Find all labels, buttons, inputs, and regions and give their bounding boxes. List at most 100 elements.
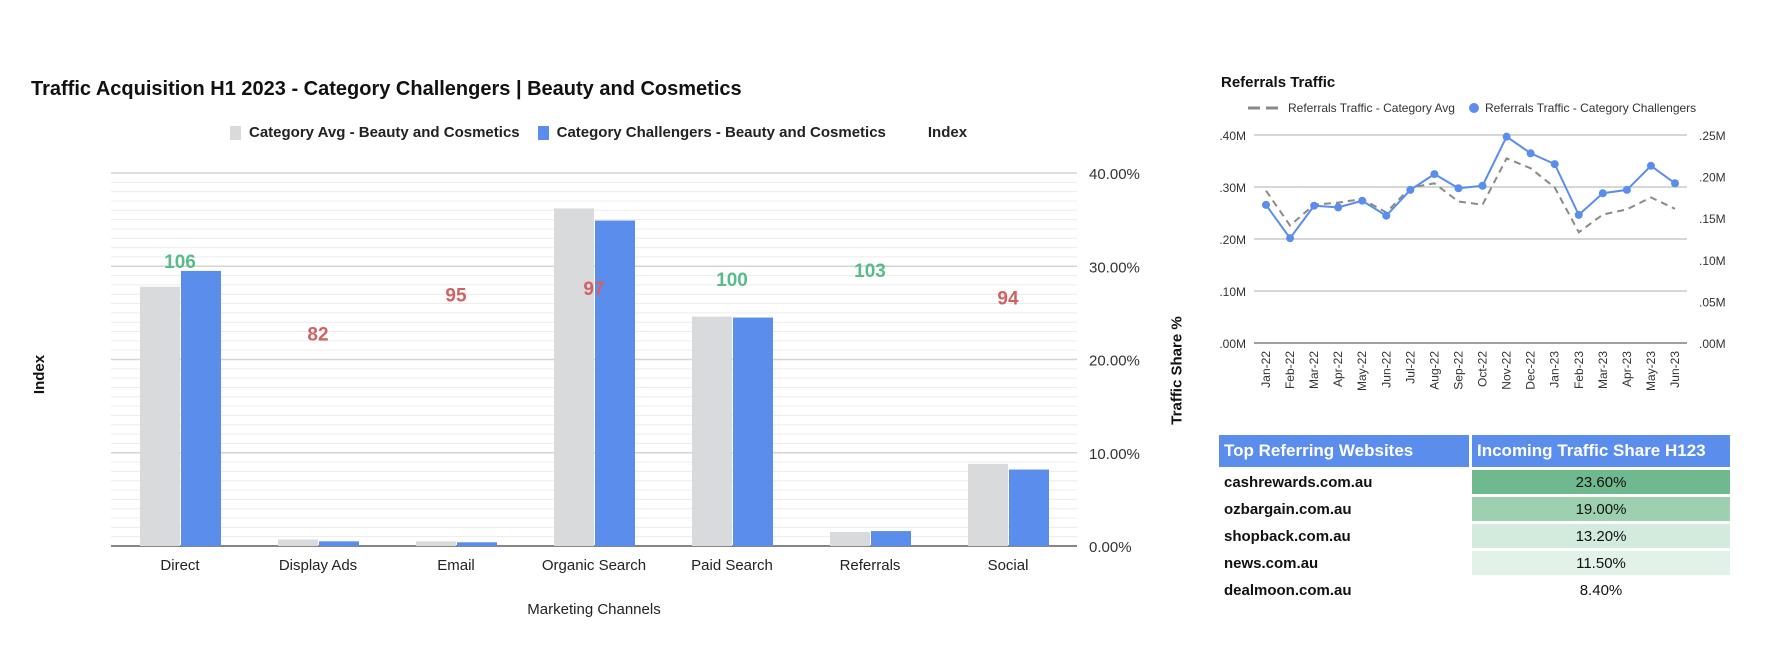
bar-avg	[554, 208, 594, 546]
x-tick-label: Display Ads	[279, 557, 357, 574]
y-tick-label: 20.00%	[1089, 353, 1140, 370]
left-tick-label: .00M	[1219, 337, 1246, 351]
challengers-point	[1430, 170, 1439, 179]
x-tick-label: Aug-22	[1427, 351, 1441, 390]
index-label: 103	[854, 261, 886, 282]
bar-challengers	[181, 270, 221, 546]
bar-avg	[830, 532, 870, 546]
challengers-point	[1478, 181, 1487, 190]
site-name: dealmoon.com.au	[1224, 581, 1352, 599]
challengers-point	[1358, 196, 1367, 205]
right-tick-label: .20M	[1699, 171, 1726, 185]
site-name: ozbargain.com.au	[1224, 500, 1352, 518]
table-row: shopback.com.au 13.20%	[1219, 524, 1730, 548]
legend-label-avg: Category Avg - Beauty and Cosmetics	[249, 124, 520, 141]
right-tick-label: .05M	[1699, 295, 1726, 309]
site-name: news.com.au	[1224, 554, 1319, 572]
table-row: news.com.au 11.50%	[1219, 551, 1730, 575]
challengers-point	[1622, 185, 1631, 194]
x-axis-title: Marketing Channels	[527, 601, 660, 618]
bar-challengers	[319, 541, 359, 546]
legend-dash-icon	[1248, 106, 1282, 110]
challengers-point	[1646, 161, 1655, 170]
table-header-share[interactable]: Incoming Traffic Share H123	[1472, 435, 1730, 467]
bar-challengers	[871, 531, 911, 546]
x-tick-label: Dec-22	[1524, 351, 1538, 390]
bar-chart: 0.00% 10.00% 20.00% 30.00% 40.00% Direct 106 Di…	[111, 166, 1140, 618]
traffic-share: 23.60%	[1472, 470, 1730, 494]
y-tick-label: 40.00%	[1089, 166, 1140, 183]
x-tick-label: Direct	[160, 557, 200, 574]
index-label: 97	[583, 279, 604, 300]
line-legend[interactable]: Referrals Traffic - Category Avg Referra…	[1248, 101, 1696, 115]
x-tick-label: Mar-23	[1596, 351, 1610, 389]
x-tick-label: Jun-22	[1379, 351, 1393, 388]
avg-line	[1265, 157, 1676, 234]
bar-challengers	[457, 542, 497, 546]
x-tick-label: Organic Search	[542, 557, 646, 574]
x-tick-label: Mar-22	[1307, 351, 1321, 389]
index-label: 106	[164, 252, 196, 273]
challengers-point	[1598, 189, 1607, 198]
index-label: 82	[307, 325, 328, 346]
x-tick-label: Feb-23	[1572, 351, 1586, 389]
x-tick-label: Paid Search	[691, 557, 773, 574]
x-tick-label: Email	[437, 557, 475, 574]
x-tick-label: May-23	[1644, 351, 1658, 391]
y-tick-label: 10.00%	[1089, 446, 1140, 463]
right-tick-label: .25M	[1699, 129, 1726, 143]
challengers-point	[1382, 211, 1391, 220]
bar-avg	[416, 541, 456, 546]
traffic-share: 13.20%	[1472, 524, 1730, 548]
challengers-point	[1671, 179, 1679, 188]
x-tick-label: Oct-22	[1476, 351, 1490, 387]
right-tick-label: .00M	[1699, 337, 1726, 351]
challengers-point	[1262, 200, 1270, 209]
legend-swatch-challengers	[537, 125, 549, 140]
challengers-point	[1550, 160, 1559, 169]
right-tick-label: .10M	[1699, 254, 1726, 268]
x-tick-label: Social	[988, 557, 1029, 574]
x-tick-label: Jan-23	[1548, 351, 1562, 388]
bar-avg	[692, 316, 732, 546]
x-tick-label: Jul-22	[1403, 351, 1417, 384]
x-tick-label: May-22	[1355, 351, 1369, 391]
index-label: 95	[445, 285, 467, 306]
traffic-share: 11.50%	[1472, 551, 1730, 575]
legend-dot-icon	[1468, 103, 1479, 113]
bar-challengers	[595, 220, 635, 546]
site-name: shopback.com.au	[1224, 527, 1351, 545]
challengers-point	[1502, 132, 1511, 141]
index-label: 94	[997, 288, 1019, 309]
bar-legend[interactable]: Category Avg - Beauty and Cosmetics Cate…	[230, 124, 967, 141]
legend-label-challengers: Category Challengers - Beauty and Cosmet…	[556, 124, 886, 141]
legend-label-avg-line: Referrals Traffic - Category Avg	[1288, 101, 1455, 115]
referring-websites-table: Top Referring Websites Incoming Traffic …	[1216, 432, 1733, 605]
legend-swatch-avg	[230, 125, 241, 140]
y-tick-label: 30.00%	[1089, 259, 1140, 276]
challengers-point	[1574, 210, 1583, 219]
x-tick-label: Referrals	[840, 557, 901, 574]
x-tick-label: Apr-23	[1620, 351, 1634, 387]
bar-avg	[140, 286, 180, 546]
table-row: dealmoon.com.au 8.40%	[1219, 578, 1730, 602]
index-label: 100	[716, 270, 748, 291]
bar-challengers	[733, 317, 773, 546]
bar-challengers	[1009, 469, 1049, 546]
table-row: cashrewards.com.au 23.60%	[1219, 470, 1730, 494]
right-tick-label: .15M	[1699, 212, 1726, 226]
traffic-share: 8.40%	[1472, 578, 1730, 602]
table-row: ozbargain.com.au 19.00%	[1219, 497, 1730, 521]
y-tick-label: 0.00%	[1089, 539, 1132, 556]
table-header-site[interactable]: Top Referring Websites	[1219, 435, 1469, 467]
left-tick-label: .10M	[1219, 285, 1246, 299]
x-tick-label: Jan-22	[1259, 351, 1273, 388]
left-tick-label: .40M	[1219, 129, 1246, 143]
x-tick-label: Feb-22	[1283, 351, 1297, 389]
x-tick-label: Jun-23	[1668, 351, 1682, 388]
line-chart: .00M .10M .20M .30M .40M .00M .05M .10M .15M .20M…	[1219, 129, 1726, 391]
left-tick-label: .30M	[1219, 181, 1246, 195]
legend-label-challengers-line: Referrals Traffic - Category Challengers	[1484, 101, 1697, 115]
challengers-point	[1310, 201, 1319, 210]
